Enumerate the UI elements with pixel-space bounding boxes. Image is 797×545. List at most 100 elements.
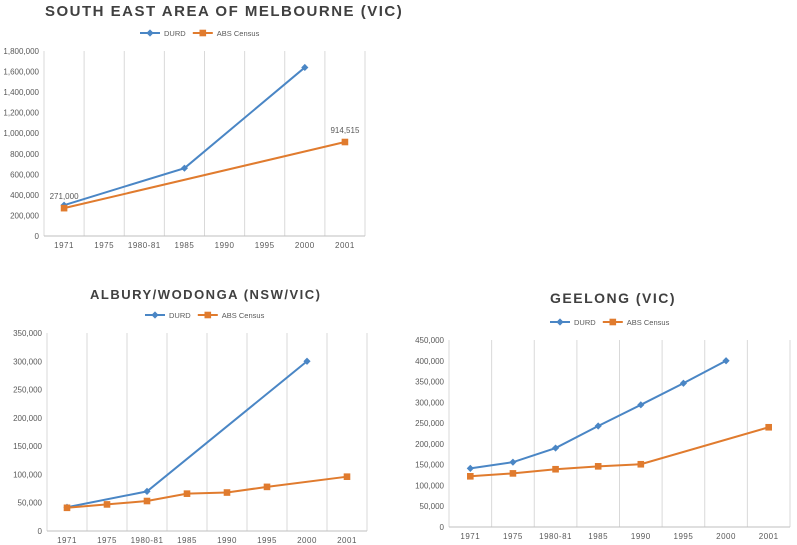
legend-marker <box>609 318 617 326</box>
series-line-0 <box>470 359 727 470</box>
series-line-1 <box>63 141 346 210</box>
x-tick-label: 1971 <box>460 532 480 541</box>
legend-marker <box>556 318 564 326</box>
data-point <box>60 204 68 212</box>
y-tick-label: 0 <box>35 232 40 241</box>
x-tick-label: 1985 <box>175 241 195 250</box>
x-tick-label: 2001 <box>759 532 779 541</box>
data-point <box>183 490 191 497</box>
data-point <box>722 357 730 365</box>
y-tick-label: 100,000 <box>415 481 444 490</box>
y-tick-label: 300,000 <box>415 398 444 407</box>
legend-item-0: DURD <box>140 29 186 38</box>
y-tick-label: 350,000 <box>13 329 42 338</box>
y-tick-label: 0 <box>38 527 43 536</box>
data-point <box>594 422 602 430</box>
legend-label: ABS Census <box>217 29 260 38</box>
x-tick-label: 1975 <box>503 532 523 541</box>
data-point <box>466 464 474 473</box>
y-tick-label: 200,000 <box>415 440 444 449</box>
x-tick-label: 1990 <box>631 532 651 541</box>
data-point <box>551 444 560 452</box>
data-point <box>341 138 349 146</box>
data-point <box>637 460 645 468</box>
data-point <box>263 483 271 491</box>
data-point <box>180 164 189 172</box>
legend-item-1: ABS Census <box>197 311 265 320</box>
y-tick-label: 150,000 <box>415 461 444 470</box>
data-point <box>143 497 151 505</box>
chart-title-albury-wodonga: ALBURY/WODONGA (NSW/VIC) <box>90 287 322 302</box>
legend-marker <box>151 311 159 319</box>
legend-marker <box>199 29 207 37</box>
x-tick-label: 1995 <box>674 532 694 541</box>
y-tick-label: 1,600,000 <box>3 68 39 77</box>
y-tick-label: 100,000 <box>13 470 42 479</box>
x-tick-label: 2000 <box>297 536 317 545</box>
legend-item-0: DURD <box>145 311 191 320</box>
y-tick-label: 1,400,000 <box>3 88 39 97</box>
legend-item-1: ABS Census <box>192 29 260 38</box>
data-label: 914,515 <box>330 126 359 135</box>
y-tick-label: 1,000,000 <box>3 129 39 138</box>
legend-marker <box>146 29 154 37</box>
x-tick-label: 1975 <box>94 241 114 250</box>
x-tick-label: 1985 <box>177 536 197 545</box>
x-tick-label: 1971 <box>54 241 74 250</box>
y-tick-label: 150,000 <box>13 442 42 451</box>
x-tick-label: 1971 <box>57 536 77 545</box>
y-tick-label: 250,000 <box>13 386 42 395</box>
data-point <box>223 489 231 496</box>
x-tick-label: 2000 <box>295 241 315 250</box>
chart-title-melbourne: SOUTH EAST AREA OF MELBOURNE (VIC) <box>45 3 404 20</box>
y-tick-label: 800,000 <box>10 150 39 159</box>
data-point <box>765 423 772 431</box>
data-point <box>343 473 351 480</box>
x-tick-label: 1985 <box>588 532 608 541</box>
y-tick-label: 400,000 <box>415 357 444 366</box>
legend-label: ABS Census <box>627 318 670 327</box>
y-tick-label: 50,000 <box>420 502 445 511</box>
data-point <box>103 501 111 508</box>
legend-item-1: ABS Census <box>602 318 670 327</box>
data-point <box>303 357 311 365</box>
x-tick-label: 1975 <box>97 536 117 545</box>
data-point <box>509 470 517 477</box>
data-point <box>509 458 517 466</box>
data-point <box>552 465 559 473</box>
legend-label: DURD <box>574 318 596 327</box>
x-tick-label: 2001 <box>335 241 355 250</box>
y-tick-label: 0 <box>440 523 445 532</box>
y-tick-label: 350,000 <box>415 378 444 387</box>
x-tick-label: 1980-81 <box>539 532 572 541</box>
legend-item-0: DURD <box>550 318 596 327</box>
y-tick-label: 1,800,000 <box>3 47 39 56</box>
y-tick-label: 600,000 <box>10 170 39 179</box>
y-tick-label: 200,000 <box>10 211 39 220</box>
y-tick-label: 50,000 <box>18 499 43 508</box>
series-line-1 <box>470 426 769 478</box>
y-tick-label: 1,200,000 <box>3 109 39 118</box>
x-tick-label: 1980-81 <box>128 241 161 250</box>
x-tick-label: 1995 <box>257 536 277 545</box>
y-tick-label: 450,000 <box>415 336 444 345</box>
data-label: 271,000 <box>50 192 79 201</box>
x-tick-label: 1995 <box>255 241 275 250</box>
y-tick-label: 250,000 <box>415 419 444 428</box>
y-tick-label: 300,000 <box>13 357 42 366</box>
x-tick-label: 1980-81 <box>131 536 164 545</box>
chart-title-geelong: GEELONG (VIC) <box>550 290 677 306</box>
x-tick-label: 2001 <box>337 536 357 545</box>
x-tick-label: 2000 <box>716 532 736 541</box>
data-point <box>143 487 151 495</box>
x-tick-label: 1990 <box>217 536 237 545</box>
legend-label: ABS Census <box>222 311 265 320</box>
legend-marker <box>204 311 212 319</box>
data-point <box>63 504 71 512</box>
y-tick-label: 400,000 <box>10 191 39 200</box>
data-point <box>301 63 309 72</box>
legend-label: DURD <box>164 29 186 38</box>
